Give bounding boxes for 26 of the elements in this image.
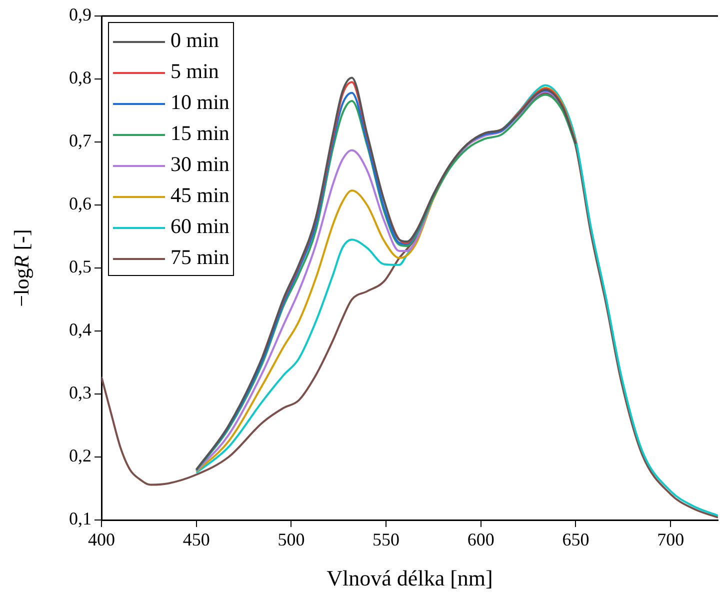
x-tick-label: 400 (88, 530, 115, 550)
legend-label: 75 min (170, 244, 230, 271)
y-tick-label: 0,4 (69, 320, 92, 340)
legend-label: 45 min (170, 182, 230, 209)
x-tick-label: 700 (657, 530, 684, 550)
x-tick-label: 650 (562, 530, 590, 550)
y-tick-label: 0,3 (69, 382, 92, 403)
legend-label: 60 min (170, 213, 230, 240)
x-tick-label: 550 (372, 530, 400, 550)
legend-label: 5 min (170, 58, 220, 85)
y-tick-label: 0,5 (69, 256, 92, 277)
legend-label: 15 min (170, 120, 230, 147)
legend-label: 10 min (170, 89, 230, 116)
x-tick-label: 500 (278, 530, 305, 550)
legend-label: 30 min (170, 151, 230, 178)
y-tick-label: 0,9 (69, 4, 92, 25)
y-axis-title: −logR [-] (10, 229, 34, 307)
x-axis-title: Vlnová délka [nm] (326, 566, 493, 591)
x-tick-label: 450 (182, 530, 210, 550)
y-tick-label: 0,1 (69, 508, 92, 529)
y-tick-label: 0,7 (69, 130, 92, 151)
y-tick-label: 0,2 (69, 446, 92, 466)
x-tick-label: 600 (467, 530, 494, 550)
y-tick-label: 0,8 (69, 68, 92, 88)
legend-label: 0 min (170, 27, 220, 54)
y-tick-label: 0,6 (69, 194, 92, 214)
